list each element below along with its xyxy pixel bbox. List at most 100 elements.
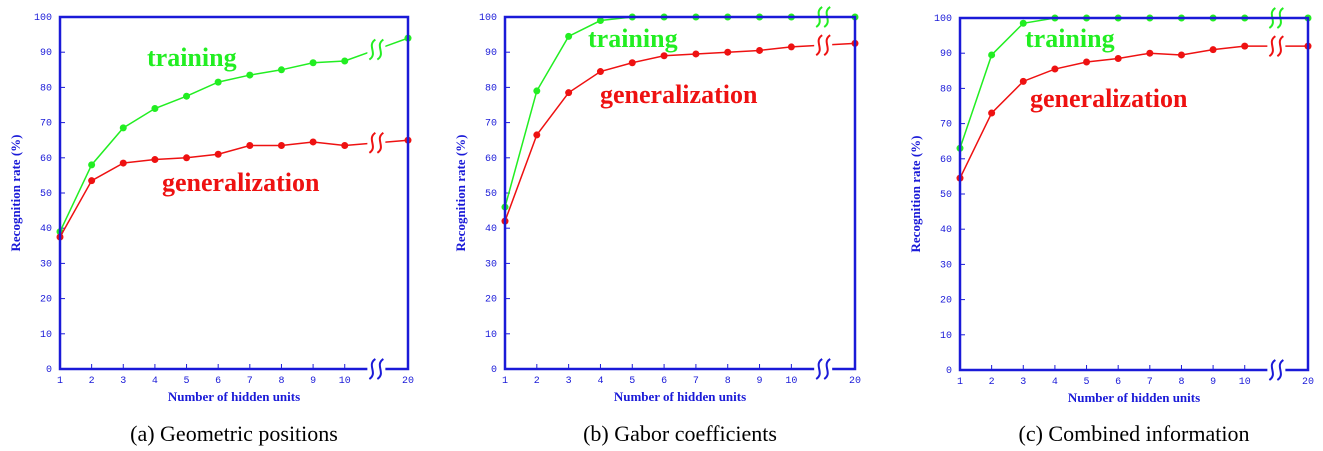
x-tick-label: 2	[89, 376, 95, 387]
x-tick-label: 3	[1020, 377, 1026, 388]
point	[1209, 46, 1217, 54]
y-tick-label: 40	[485, 224, 497, 235]
caption: (a) Geometric positions	[130, 421, 338, 446]
y-tick-label: 20	[485, 295, 497, 306]
caption: (b) Gabor coefficients	[583, 421, 777, 446]
point	[1083, 58, 1091, 66]
point	[565, 89, 573, 97]
point	[119, 124, 127, 132]
point	[183, 154, 191, 162]
plot-frame	[58, 15, 410, 371]
y-tick-label: 70	[40, 119, 52, 130]
y-tick-label: 40	[940, 225, 952, 236]
point	[596, 17, 604, 25]
point	[1019, 19, 1027, 27]
break-mark	[376, 38, 385, 61]
point	[214, 78, 222, 86]
break-mark	[823, 358, 831, 380]
y-tick-label: 50	[40, 189, 52, 200]
x-tick-label: 8	[725, 376, 731, 387]
x-tick-label: 9	[757, 376, 763, 387]
x-tick-label: 9	[310, 376, 316, 387]
y-tick-label: 60	[40, 154, 52, 165]
series-label: training	[588, 24, 678, 53]
y-tick-label: 40	[40, 224, 52, 235]
x-tick-label: 8	[278, 376, 284, 387]
break-mark	[376, 132, 385, 154]
x-tick-label: 5	[184, 376, 190, 387]
point	[341, 57, 349, 65]
break-mark	[368, 132, 377, 154]
y-tick-label: 30	[485, 259, 497, 270]
x-tick-label: 1	[957, 377, 963, 388]
x-tick-label: 7	[247, 376, 253, 387]
point	[277, 66, 285, 74]
y-tick-label: 80	[940, 84, 952, 95]
point	[1019, 77, 1027, 85]
x-tick-label: 9	[1210, 377, 1216, 388]
x-tick-label: 4	[152, 376, 158, 387]
point	[246, 141, 254, 149]
point	[88, 161, 96, 169]
series-label: training	[147, 43, 237, 72]
y-tick-label: 20	[940, 296, 952, 307]
point	[596, 68, 604, 76]
x-axis-label: Number of hidden units	[614, 389, 746, 404]
x-tick-label: 10	[339, 376, 351, 387]
point	[246, 71, 254, 79]
x-tick-label: 5	[629, 376, 635, 387]
axis-gap	[367, 359, 386, 379]
break-mark	[815, 358, 823, 380]
y-tick-label: 100	[479, 13, 497, 24]
plot-frame	[503, 15, 857, 371]
x-tick-label: 2	[989, 377, 995, 388]
y-tick-label: 10	[940, 331, 952, 342]
axis-gap	[1267, 360, 1286, 380]
y-tick-label: 10	[485, 330, 497, 341]
point	[214, 150, 222, 158]
point	[309, 138, 317, 146]
x-tick-label: 7	[1147, 377, 1153, 388]
point	[1114, 54, 1122, 62]
chart: 0 10 20 30 40 50 60 70 80 90 100 1 2 3 4 5 6 7 8 9 10 20 train…	[908, 6, 1314, 446]
y-axis-label: Recognition rate (%)	[908, 136, 923, 253]
x-tick-label: 7	[693, 376, 699, 387]
point	[1241, 42, 1249, 50]
y-tick-label: 30	[40, 259, 52, 270]
x-tick-label: 10	[785, 376, 797, 387]
x-tick-label: 4	[1052, 377, 1058, 388]
y-tick-label: 90	[940, 49, 952, 60]
point	[183, 92, 191, 100]
point	[565, 32, 573, 40]
y-tick-label: 20	[40, 295, 52, 306]
point	[692, 50, 700, 58]
series-line	[504, 16, 855, 208]
plot-frame	[958, 16, 1310, 372]
point	[660, 52, 668, 60]
y-tick-label: 0	[491, 365, 497, 376]
series-line	[504, 42, 856, 222]
y-tick-label: 90	[40, 48, 52, 59]
x-tick-label: 6	[215, 376, 221, 387]
y-tick-label: 30	[940, 260, 952, 271]
break-mark	[823, 34, 831, 56]
axis-gap	[814, 359, 833, 379]
series-label: training	[1025, 24, 1115, 53]
y-tick-label: 100	[34, 13, 52, 24]
x-tick-label: 6	[1115, 377, 1121, 388]
series-label: generalization	[1030, 84, 1188, 113]
x-tick-label: 20	[849, 376, 861, 387]
point	[341, 141, 349, 149]
x-tick-label: 5	[1084, 377, 1090, 388]
point	[1146, 49, 1154, 57]
chart: 0 10 20 30 40 50 60 70 80 90 100 1 2 3 4 5 6 7 8 9 10 20 train…	[453, 5, 861, 446]
point	[724, 48, 732, 56]
y-tick-label: 70	[485, 119, 497, 130]
point	[628, 59, 636, 67]
caption: (c) Combined information	[1019, 421, 1250, 446]
y-tick-label: 100	[934, 14, 952, 25]
break-mark	[1276, 359, 1285, 381]
point	[88, 177, 96, 185]
x-tick-label: 4	[597, 376, 603, 387]
